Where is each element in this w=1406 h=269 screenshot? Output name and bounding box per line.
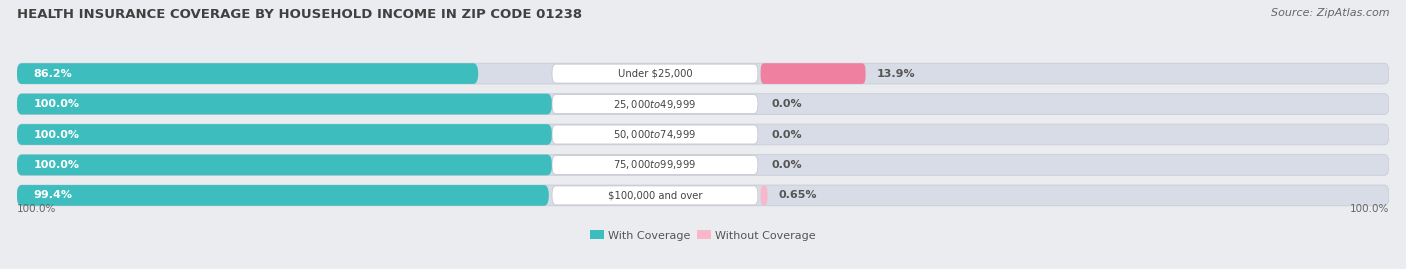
Text: 99.4%: 99.4% — [34, 190, 72, 200]
Text: 0.0%: 0.0% — [772, 99, 803, 109]
Text: 100.0%: 100.0% — [34, 99, 79, 109]
Text: 86.2%: 86.2% — [34, 69, 72, 79]
Text: 0.0%: 0.0% — [772, 129, 803, 140]
Text: 100.0%: 100.0% — [17, 204, 56, 214]
FancyBboxPatch shape — [553, 64, 758, 83]
Text: 100.0%: 100.0% — [34, 129, 79, 140]
Text: 100.0%: 100.0% — [34, 160, 79, 170]
FancyBboxPatch shape — [553, 125, 758, 144]
Text: HEALTH INSURANCE COVERAGE BY HOUSEHOLD INCOME IN ZIP CODE 01238: HEALTH INSURANCE COVERAGE BY HOUSEHOLD I… — [17, 8, 582, 21]
Text: Under $25,000: Under $25,000 — [617, 69, 692, 79]
FancyBboxPatch shape — [17, 124, 1389, 145]
Text: $100,000 and over: $100,000 and over — [607, 190, 702, 200]
FancyBboxPatch shape — [17, 124, 553, 145]
Text: 0.65%: 0.65% — [779, 190, 817, 200]
FancyBboxPatch shape — [553, 95, 758, 114]
FancyBboxPatch shape — [17, 155, 553, 175]
Text: Source: ZipAtlas.com: Source: ZipAtlas.com — [1271, 8, 1389, 18]
FancyBboxPatch shape — [761, 63, 866, 84]
Text: 13.9%: 13.9% — [876, 69, 915, 79]
FancyBboxPatch shape — [17, 94, 553, 114]
Legend: With Coverage, Without Coverage: With Coverage, Without Coverage — [586, 226, 820, 245]
FancyBboxPatch shape — [17, 185, 548, 206]
FancyBboxPatch shape — [17, 63, 1389, 84]
FancyBboxPatch shape — [553, 186, 758, 205]
Text: $75,000 to $99,999: $75,000 to $99,999 — [613, 158, 696, 171]
Text: $50,000 to $74,999: $50,000 to $74,999 — [613, 128, 696, 141]
Text: 100.0%: 100.0% — [1350, 204, 1389, 214]
Text: $25,000 to $49,999: $25,000 to $49,999 — [613, 98, 696, 111]
Text: 0.0%: 0.0% — [772, 160, 803, 170]
FancyBboxPatch shape — [761, 185, 768, 206]
FancyBboxPatch shape — [553, 155, 758, 174]
FancyBboxPatch shape — [17, 94, 1389, 114]
FancyBboxPatch shape — [17, 155, 1389, 175]
FancyBboxPatch shape — [17, 63, 478, 84]
FancyBboxPatch shape — [17, 185, 1389, 206]
